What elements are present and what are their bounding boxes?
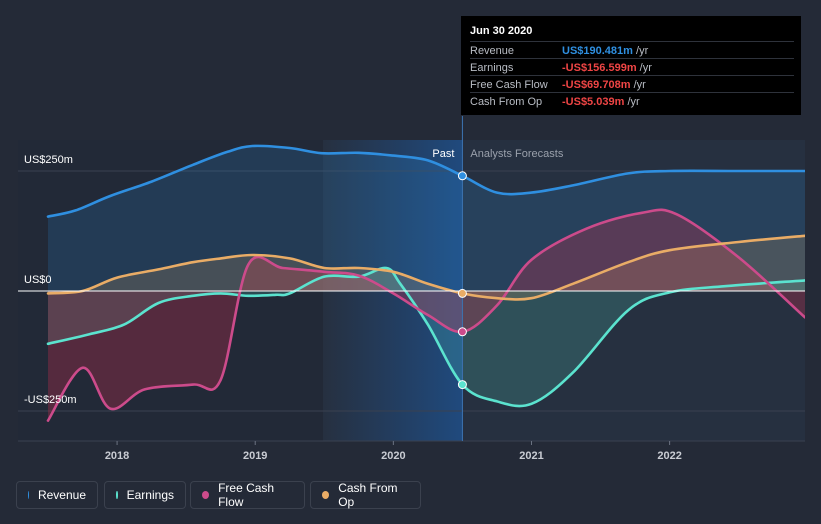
legend-item-cash-from-op[interactable]: Cash From Op	[310, 481, 421, 509]
free-cash-flow-dot-icon	[202, 491, 210, 499]
x-tick-label: 2019	[243, 450, 267, 462]
legend-label: Earnings	[126, 488, 174, 502]
series-areas	[48, 145, 805, 421]
tooltip-value: -US$156.599m /yr	[562, 62, 652, 74]
revenue-dot-icon	[28, 491, 29, 499]
tooltip-row-free-cash-flow: Free Cash Flow -US$69.708m /yr	[470, 75, 794, 93]
tooltip-label: Earnings	[470, 62, 514, 74]
revenue-line	[46, 144, 805, 218]
free-cash-flow-line	[46, 208, 805, 422]
tooltip-label: Revenue	[470, 45, 515, 57]
legend-label: Revenue	[37, 488, 86, 502]
tooltip-value: -US$5.039m /yr	[562, 96, 640, 108]
legend-label: Free Cash Flow	[218, 481, 275, 509]
y-tick-label: US$250m	[24, 154, 73, 166]
earnings-area	[48, 267, 805, 407]
earnings-marker	[457, 380, 467, 390]
past-label: Past	[432, 148, 454, 160]
free-cash-flow-marker	[457, 327, 467, 337]
cash-from-op-marker	[457, 288, 467, 298]
earnings-dot-icon	[116, 491, 118, 499]
x-tick-label: 2020	[381, 450, 405, 462]
axis-labels: US$250m US$0 -US$250m 2018 2019 2020 2021 2022 P…	[24, 148, 682, 462]
legend-item-earnings[interactable]: Earnings	[104, 481, 186, 509]
x-tick-label: 2021	[519, 450, 543, 462]
cash-from-op-line	[46, 234, 805, 301]
tooltip-row-earnings: Earnings -US$156.599m /yr	[470, 58, 794, 76]
cash-from-op-dot-icon	[322, 491, 330, 499]
revenue-area	[48, 145, 805, 291]
tooltip: Jun 30 2020 Revenue US$190.481m /yr Earn…	[461, 16, 801, 115]
tooltip-label: Free Cash Flow	[470, 79, 548, 91]
tooltip-row-revenue: Revenue US$190.481m /yr	[470, 41, 794, 59]
legend-label: Cash From Op	[338, 481, 398, 509]
free-cash-flow-area	[48, 209, 805, 421]
tooltip-value: -US$69.708m /yr	[562, 79, 646, 91]
forecast-label: Analysts Forecasts	[470, 148, 563, 160]
legend-item-revenue[interactable]: Revenue	[16, 481, 98, 509]
highlight-markers	[457, 171, 467, 390]
cash-from-op-area	[48, 235, 805, 300]
tooltip-value: US$190.481m /yr	[562, 45, 649, 57]
tooltip-date: Jun 30 2020	[470, 25, 533, 37]
x-tick-label: 2018	[105, 450, 129, 462]
legend-item-free-cash-flow[interactable]: Free Cash Flow	[190, 481, 305, 509]
tooltip-row-cash-from-op: Cash From Op -US$5.039m /yr	[470, 92, 794, 110]
y-tick-label: -US$250m	[24, 394, 77, 406]
series-lines	[46, 144, 805, 422]
tooltip-label: Cash From Op	[470, 96, 543, 108]
revenue-marker	[457, 171, 467, 181]
y-tick-label: US$0	[24, 274, 52, 286]
x-tick-label: 2022	[657, 450, 681, 462]
